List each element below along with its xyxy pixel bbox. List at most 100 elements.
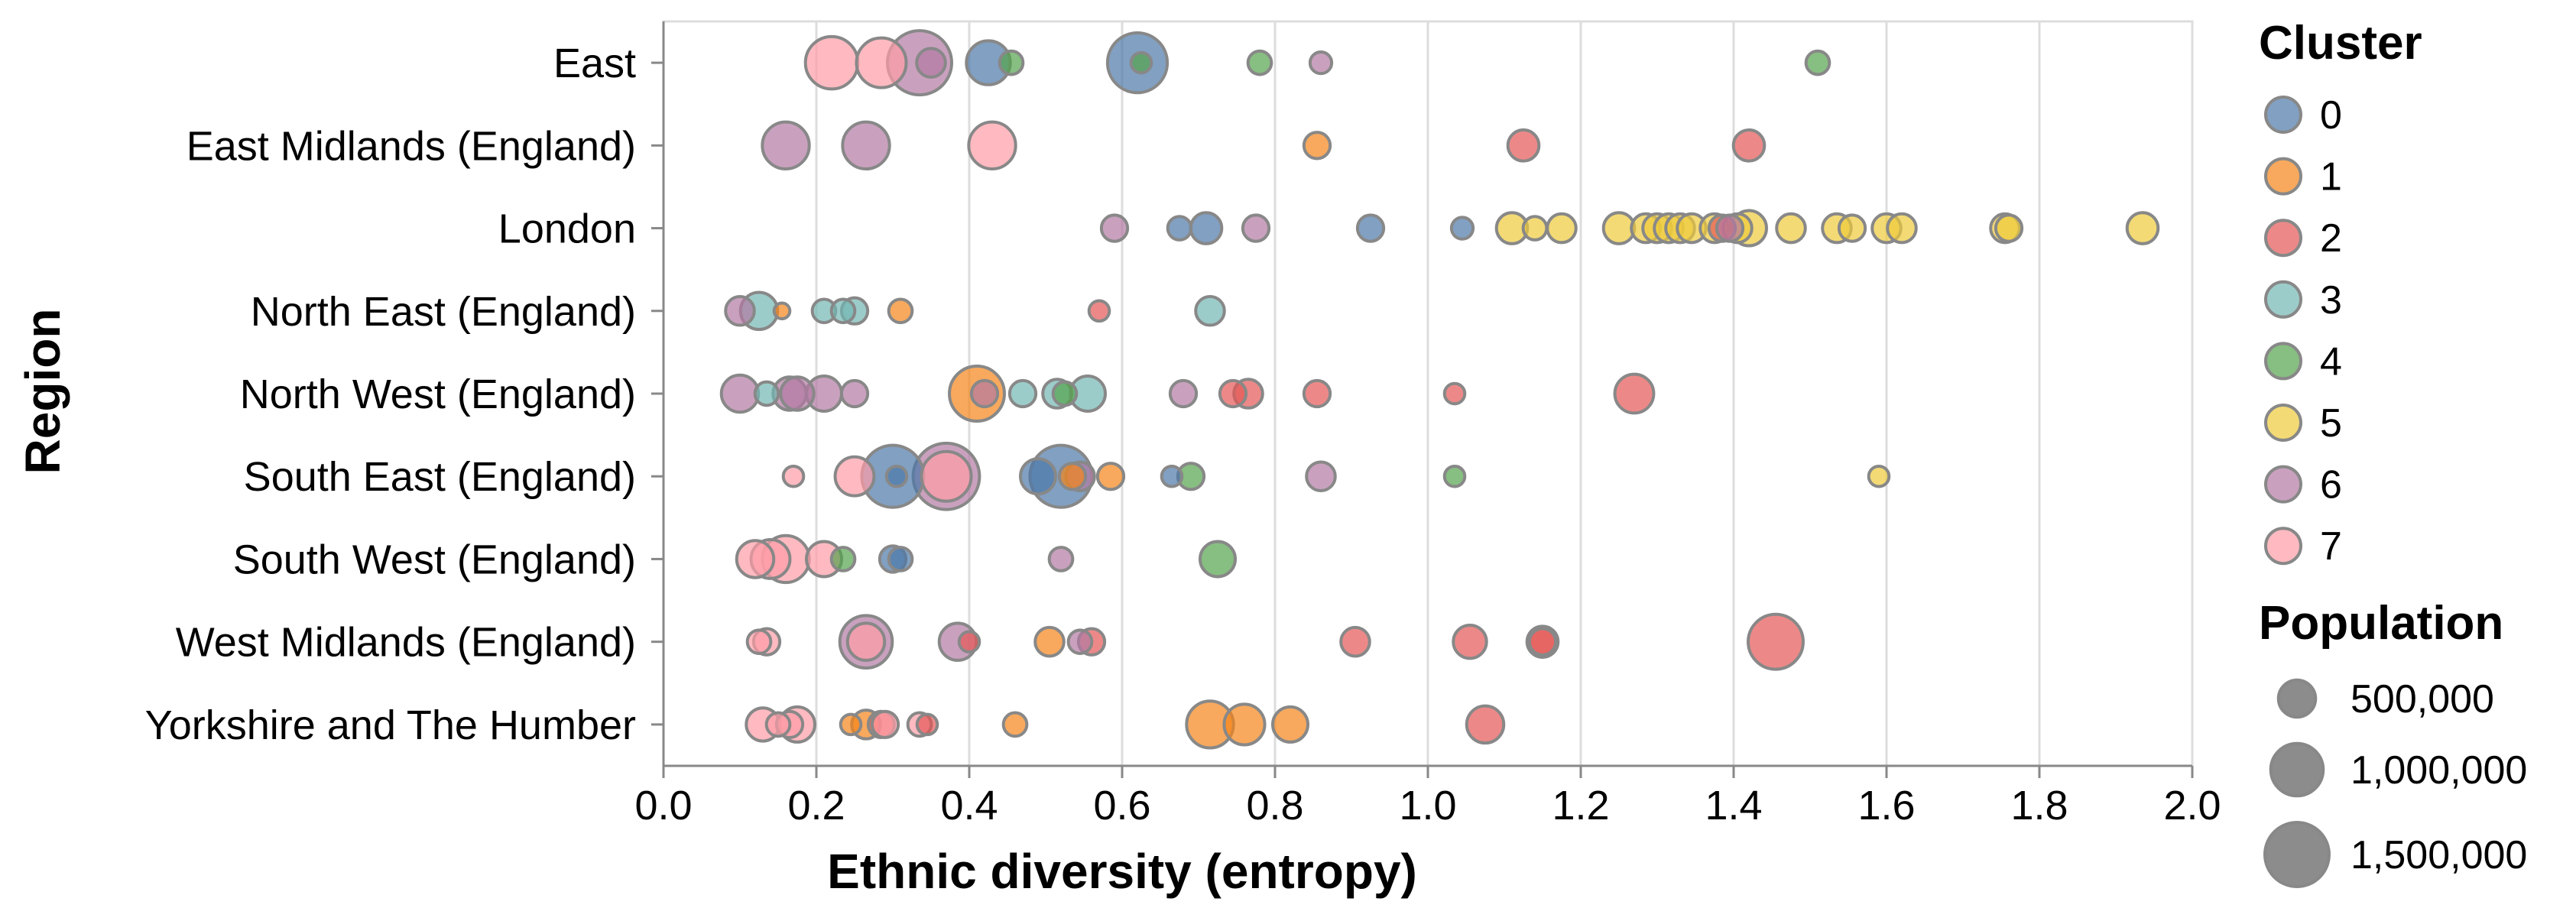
data-point xyxy=(1007,378,1038,409)
data-point xyxy=(1867,464,1891,488)
x-axis-ticks: 0.0 0.2 0.4 0.6 0.8 1.0 1.2 1.4 1.6 1.8 2.0 xyxy=(634,766,2221,829)
data-point xyxy=(1051,380,1079,407)
data-point xyxy=(1087,299,1111,323)
population-legend-label: 1,500,000 xyxy=(2351,833,2527,877)
data-point xyxy=(1601,211,1637,245)
cluster-legend-symbol xyxy=(2264,219,2302,258)
cluster-legend-label: 5 xyxy=(2320,401,2342,446)
x-tick-label: 1.0 xyxy=(1399,783,1456,829)
data-point xyxy=(1047,546,1075,572)
x-tick-label: 1.4 xyxy=(1705,783,1762,829)
cluster-legend-symbol xyxy=(2264,96,2302,134)
y-tick-label: Yorkshire and The Humber xyxy=(145,702,636,748)
data-point xyxy=(841,120,891,171)
data-point xyxy=(1506,128,1541,163)
x-tick-label: 0.2 xyxy=(787,783,845,829)
x-tick-label: 0.6 xyxy=(1093,783,1150,829)
cluster-legend-symbol xyxy=(2264,157,2302,196)
data-point xyxy=(1747,612,1805,671)
population-legend-symbol xyxy=(2263,821,2331,888)
x-tick-label: 1.2 xyxy=(1552,783,1609,829)
data-point xyxy=(1886,212,1918,245)
y-tick-label: West Midlands (England) xyxy=(176,620,636,666)
x-tick-label: 2.0 xyxy=(2163,783,2221,829)
data-point xyxy=(998,49,1025,76)
data-point xyxy=(969,378,1000,409)
data-point xyxy=(1129,50,1153,75)
data-point xyxy=(887,546,914,572)
data-point xyxy=(803,34,860,91)
data-point xyxy=(915,47,947,79)
cluster-legend-label: 7 xyxy=(2320,524,2342,569)
data-point xyxy=(1355,213,1386,243)
data-point xyxy=(1001,711,1029,738)
data-point xyxy=(1218,378,1248,409)
cluster-legend-label: 2 xyxy=(2320,216,2342,261)
data-point xyxy=(1099,213,1130,243)
cluster-legend-label: 3 xyxy=(2320,278,2342,323)
data-point xyxy=(1033,625,1066,658)
population-legend-symbol xyxy=(2276,678,2318,719)
cluster-legend-label: 0 xyxy=(2320,93,2342,138)
data-point xyxy=(764,711,792,738)
data-point xyxy=(719,373,761,414)
data-point xyxy=(1160,464,1184,488)
x-tick-label: 0.0 xyxy=(634,783,692,829)
data-point xyxy=(1994,213,2024,243)
data-point xyxy=(1465,704,1506,745)
data-point xyxy=(1731,128,1767,163)
x-tick-label: 0.4 xyxy=(940,783,998,829)
y-axis-ticks: East East Midlands (England) London North E… xyxy=(145,41,663,748)
data-point xyxy=(2125,211,2160,245)
population-legend-label: 1,000,000 xyxy=(2351,748,2527,793)
data-point xyxy=(1546,212,1578,245)
data-point xyxy=(1018,457,1058,496)
data-point xyxy=(1302,378,1332,409)
data-point xyxy=(1057,462,1088,491)
data-point xyxy=(772,301,792,321)
cluster-legend-label: 1 xyxy=(2320,155,2342,199)
data-point xyxy=(1442,381,1467,406)
data-point xyxy=(1241,213,1271,243)
data-point xyxy=(1305,460,1337,493)
population-legend-label: 500,000 xyxy=(2351,677,2494,722)
data-point xyxy=(1246,49,1273,76)
data-point xyxy=(781,464,806,488)
grid xyxy=(662,20,2194,767)
data-point xyxy=(833,455,876,498)
x-tick-label: 1.6 xyxy=(1857,783,1915,829)
data-point xyxy=(1198,540,1238,579)
x-axis-title: Ethnic diversity (entropy) xyxy=(827,844,1417,899)
data-point xyxy=(839,712,863,737)
y-tick-label: North West (England) xyxy=(240,371,636,417)
data-point xyxy=(1804,49,1831,76)
data-point xyxy=(1527,627,1558,657)
population-legend: Population 500,000 1,000,000 1,500,000 xyxy=(2259,597,2527,888)
data-point xyxy=(1168,378,1199,409)
data-point xyxy=(1302,131,1332,161)
points-layer xyxy=(719,29,2160,750)
cluster-legend-symbol xyxy=(2264,280,2302,319)
data-point xyxy=(829,546,857,572)
population-legend-symbol xyxy=(2269,741,2325,798)
data-point xyxy=(745,628,773,656)
y-tick-label: South East (England) xyxy=(244,454,636,500)
cluster-legend-label: 6 xyxy=(2320,463,2342,508)
data-point xyxy=(1308,50,1334,76)
data-point xyxy=(1339,625,1371,658)
data-point xyxy=(1066,628,1094,656)
data-point xyxy=(1189,211,1224,245)
data-point xyxy=(761,120,811,171)
data-point xyxy=(845,621,887,662)
data-point xyxy=(920,449,973,503)
y-axis-title: Region xyxy=(15,309,70,475)
y-tick-label: London xyxy=(498,206,636,252)
data-point xyxy=(957,630,981,653)
data-point xyxy=(1449,216,1475,241)
data-point xyxy=(1270,705,1310,744)
data-point xyxy=(735,539,776,579)
cluster-legend-title: Cluster xyxy=(2259,17,2422,70)
data-point xyxy=(1521,215,1549,242)
data-point xyxy=(839,378,870,409)
